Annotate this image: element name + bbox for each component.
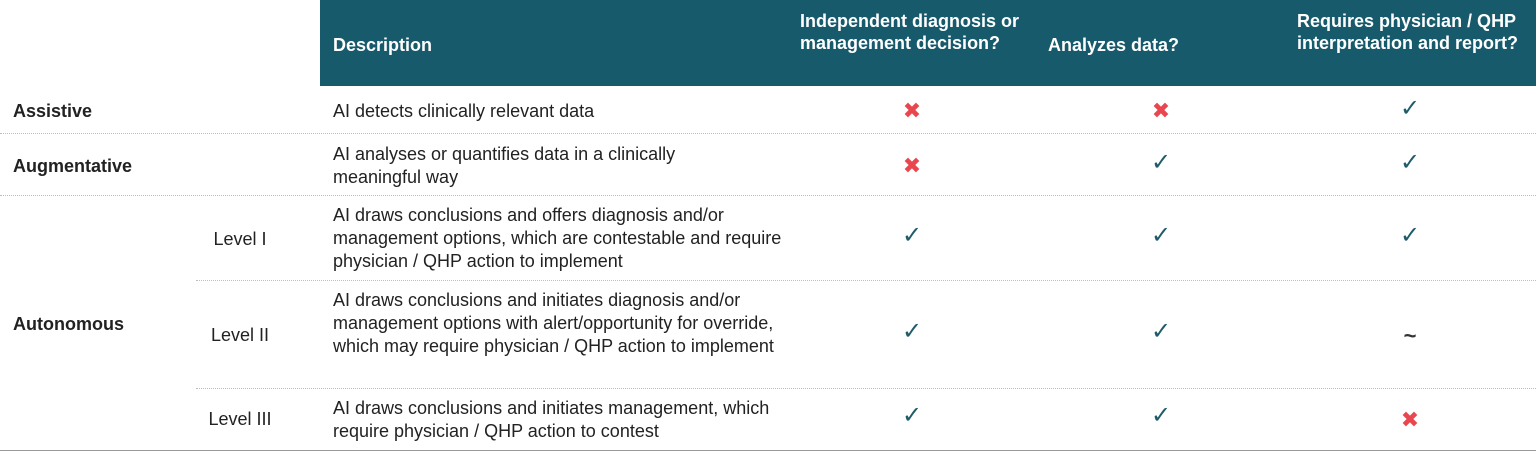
level-label-2: Level II: [210, 325, 270, 345]
cross-icon: ✖: [902, 153, 922, 178]
row-divider: [0, 133, 1536, 134]
row-description-level-3: AI draws conclusions and initiates manag…: [333, 398, 770, 441]
cross-icon: ✖: [902, 98, 922, 123]
check-icon: ✓: [1150, 402, 1172, 429]
row-category-assistive: Assistive: [13, 101, 93, 121]
row-description-level-1: AI draws conclusions and offers diagnosi…: [333, 205, 782, 271]
check-icon: ✓: [901, 222, 923, 249]
row-category-augmentative: Augmentative: [13, 156, 133, 176]
header-requires-interpretation: Requires physician / QHP interpretation …: [1297, 11, 1519, 53]
level-label-1: Level I: [213, 229, 267, 249]
cross-icon: ✖: [1151, 98, 1171, 123]
check-icon: ✓: [901, 318, 923, 345]
row-description-assistive: AI detects clinically relevant data: [333, 101, 595, 121]
row-category-autonomous: Autonomous: [13, 314, 124, 334]
row-divider: [196, 388, 1536, 389]
cross-icon: ✖: [1400, 407, 1420, 432]
row-divider: [196, 280, 1536, 281]
check-icon: ✓: [1150, 222, 1172, 249]
check-icon: ✓: [1150, 149, 1172, 176]
header-description: Description: [333, 35, 433, 55]
header-independent-decision: Independent diagnosis or management deci…: [800, 11, 1020, 53]
check-icon: ✓: [1399, 222, 1421, 249]
check-icon: ✓: [901, 402, 923, 429]
row-description-augmentative: AI analyses or quantifies data in a clin…: [333, 144, 676, 187]
check-icon: ✓: [1399, 149, 1421, 176]
level-label-3: Level III: [208, 409, 272, 429]
table-bottom-border: [0, 450, 1536, 451]
row-divider: [0, 195, 1536, 196]
tilde-icon: ~: [1403, 323, 1417, 348]
check-icon: ✓: [1399, 95, 1421, 122]
header-analyzes-data: Analyzes data?: [1048, 35, 1180, 55]
check-icon: ✓: [1150, 318, 1172, 345]
row-description-level-2: AI draws conclusions and initiates diagn…: [333, 290, 774, 356]
table-header: [320, 0, 1536, 86]
